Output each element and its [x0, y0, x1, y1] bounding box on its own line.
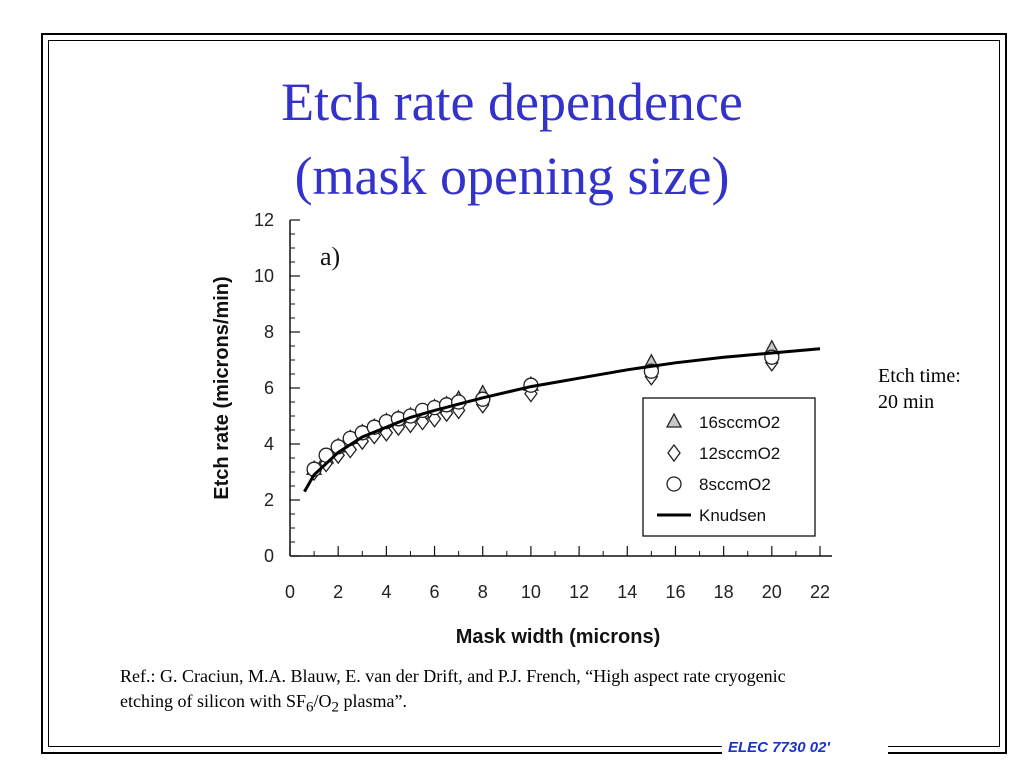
slide-title-line1: Etch rate dependence — [281, 72, 743, 132]
x-tick-label: 4 — [381, 582, 391, 602]
x-tick-label: 10 — [521, 582, 541, 602]
chart-series — [303, 339, 821, 493]
legend-label: 12sccmO2 — [699, 444, 780, 463]
reference-mid: /O — [313, 691, 332, 711]
x-tick-label: 8 — [478, 582, 488, 602]
y-tick-label: 8 — [264, 322, 274, 342]
x-tick-label: 20 — [762, 582, 782, 602]
legend-marker-diamond — [667, 443, 681, 463]
slide-frame-outer — [41, 33, 1007, 754]
etch-time-value: 20 min — [878, 391, 935, 413]
reference-text: Ref.: G. Craciun, M.A. Blauw, E. van der… — [120, 664, 980, 721]
legend-label: Knudsen — [699, 506, 766, 525]
x-tick-label: 12 — [569, 582, 589, 602]
etch-time-note: Etch time: 20 min — [878, 363, 961, 415]
y-axis-title: Etch rate (microns/min) — [211, 276, 233, 499]
y-tick-label: 2 — [264, 490, 274, 510]
reference-sub2: 2 — [331, 699, 340, 716]
slide-frame-inner — [48, 40, 1000, 747]
legend-marker-triangle — [665, 412, 683, 428]
reference-line2: etching of silicon with SF6/O2 plasma”. — [120, 689, 980, 721]
reference-line2-prefix: etching of silicon with SF — [120, 691, 306, 711]
data-point-diamond — [427, 409, 442, 428]
x-tick-label: 6 — [430, 582, 440, 602]
footer-gap — [722, 740, 888, 760]
x-tick-label: 18 — [714, 582, 734, 602]
y-tick-label: 0 — [264, 546, 274, 566]
reference-sub1: 6 — [306, 699, 314, 716]
x-tick-label: 0 — [285, 582, 295, 602]
y-tick-label: 10 — [254, 266, 274, 286]
x-tick-label: 2 — [333, 582, 343, 602]
reference-suffix: plasma”. — [339, 691, 407, 711]
chart-legend: 16sccmO2 12sccmO2 8sccmO2 Knudsen — [642, 397, 816, 537]
data-point-diamond — [415, 412, 430, 431]
x-tick-label: 16 — [665, 582, 685, 602]
legend-label: 16sccmO2 — [699, 413, 780, 432]
chart-annotation: a) — [320, 242, 340, 271]
x-tick-label: 22 — [810, 582, 830, 602]
series-knudsen — [303, 347, 821, 493]
y-tick-label: 4 — [264, 434, 274, 454]
legend-marker-circle — [666, 476, 682, 492]
footer-course-label: ELEC 7730 02' — [728, 739, 830, 756]
y-tick-label: 6 — [264, 378, 274, 398]
x-tick-label: 14 — [617, 582, 637, 602]
y-tick-label: 12 — [254, 210, 274, 230]
chart-tick-labels: 0 2 4 6 8 10 12 14 16 18 20 22 0 2 4 6 8 10 12 — [254, 210, 830, 602]
etch-time-label: Etch time: — [878, 365, 961, 387]
slide-title-line2: (mask opening size) — [294, 146, 730, 206]
reference-line1: Ref.: G. Craciun, M.A. Blauw, E. van der… — [120, 666, 786, 686]
knudsen-curve — [303, 347, 821, 493]
chart-axes — [289, 219, 832, 557]
legend-label: 8sccmO2 — [699, 475, 771, 494]
x-axis-title: Mask width (microns) — [456, 626, 660, 648]
